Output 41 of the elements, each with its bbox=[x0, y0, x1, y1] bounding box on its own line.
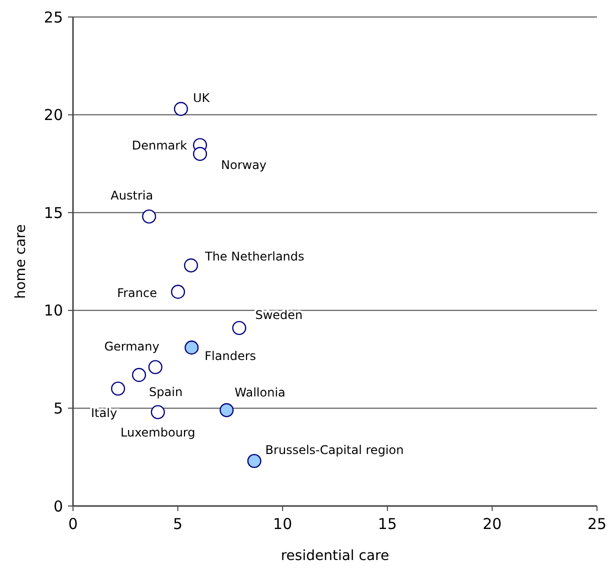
annotation: Norway bbox=[221, 158, 267, 172]
annotation: Sweden bbox=[255, 308, 303, 322]
annotation: Brussels-Capital region bbox=[265, 443, 404, 458]
annotation: Denmark bbox=[132, 138, 188, 152]
point bbox=[232, 320, 246, 336]
point bbox=[142, 209, 156, 224]
point bbox=[192, 146, 208, 161]
point bbox=[111, 382, 126, 396]
x-tick-label: 25 bbox=[587, 515, 607, 533]
point bbox=[148, 360, 162, 374]
y-tick-label: 0 bbox=[53, 497, 63, 516]
annotation: Germany bbox=[104, 339, 160, 354]
annotation: Luxembourg bbox=[120, 425, 196, 440]
y-tick-label: 10 bbox=[44, 302, 63, 320]
annotation: The Netherlands bbox=[204, 250, 304, 264]
annotation: UK bbox=[192, 91, 211, 106]
point bbox=[220, 403, 234, 418]
point bbox=[247, 454, 262, 468]
annotation: France bbox=[117, 286, 158, 300]
point bbox=[170, 284, 186, 299]
point bbox=[132, 368, 146, 382]
point bbox=[174, 102, 188, 116]
y-tick-label: 5 bbox=[53, 399, 63, 418]
annotation: Italy bbox=[91, 406, 118, 420]
x-tick-label: 10 bbox=[273, 515, 292, 533]
annotation: Wallonia bbox=[234, 385, 286, 400]
point bbox=[184, 340, 199, 355]
annotation: Austria bbox=[110, 188, 154, 203]
y-tick-label: 20 bbox=[44, 106, 63, 124]
annotation: Spain bbox=[149, 385, 183, 400]
point bbox=[184, 258, 198, 272]
y-tick-label: 25 bbox=[44, 8, 63, 26]
y-axis-title: home care bbox=[13, 224, 29, 299]
point bbox=[150, 405, 165, 420]
x-tick-label: 15 bbox=[378, 515, 397, 533]
x-tick-label: 20 bbox=[482, 515, 502, 533]
x-tick-label: 5 bbox=[173, 515, 183, 533]
x-tick-label: 0 bbox=[68, 515, 78, 533]
annotation: Flanders bbox=[204, 348, 256, 363]
y-tick-label: 15 bbox=[44, 204, 63, 222]
x-axis-title: residential care bbox=[280, 548, 390, 564]
